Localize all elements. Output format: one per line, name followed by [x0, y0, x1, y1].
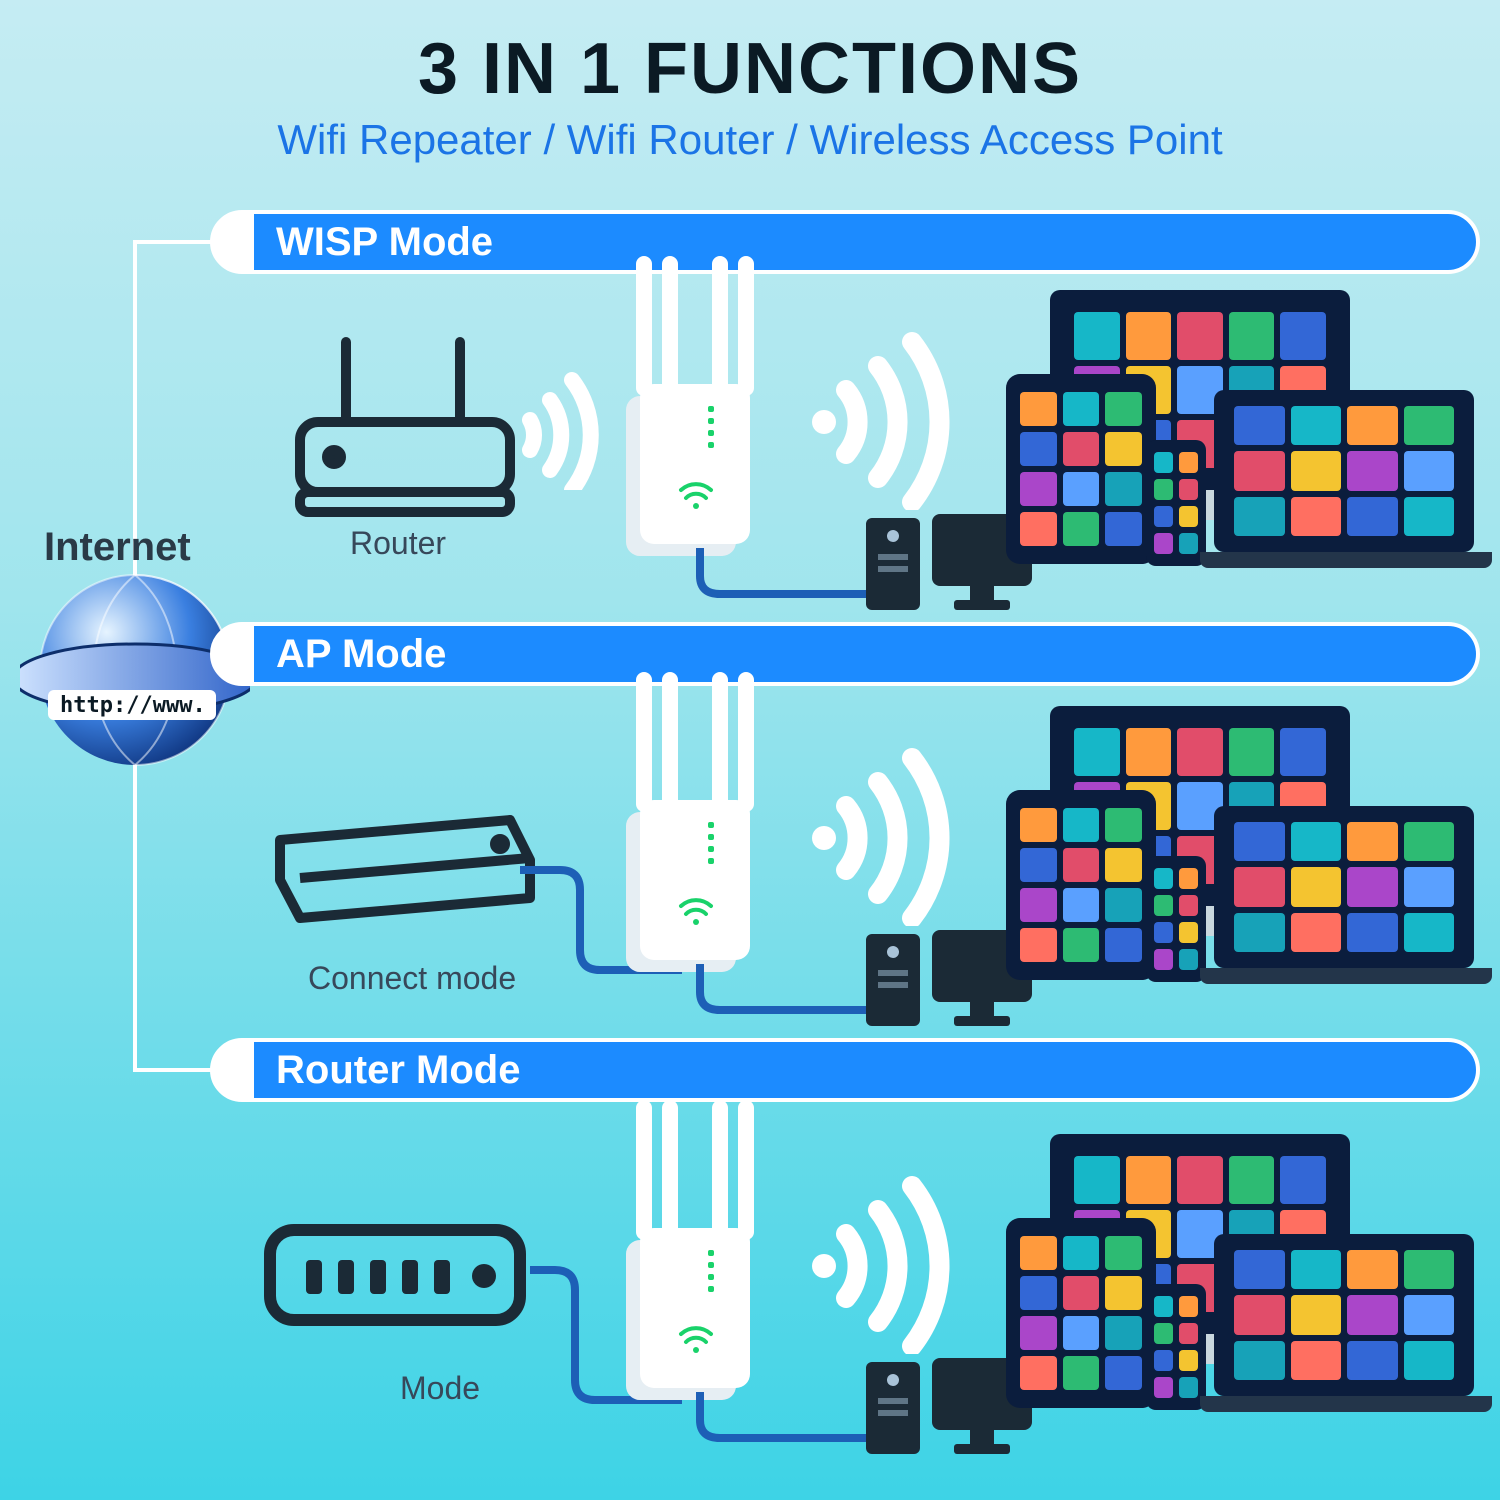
page-title: 3 IN 1 FUNCTIONS: [0, 0, 1500, 110]
wifi-icon: [800, 746, 970, 926]
device-cluster: [1010, 1134, 1490, 1434]
extender-icon: [580, 274, 790, 574]
mode-pill-wisp: WISP Mode: [210, 210, 1480, 274]
connect-mode-label: Connect mode: [308, 960, 516, 997]
mode-pill-router: Router Mode: [210, 1038, 1480, 1102]
mode-pill-label: Router Mode: [276, 1048, 520, 1093]
extender-icon: [580, 690, 790, 990]
dsl-modem-icon: [260, 1210, 540, 1345]
mode-pill-ap: AP Mode: [210, 622, 1480, 686]
wifi-icon: [800, 330, 970, 510]
mode-pill-label: AP Mode: [276, 632, 446, 677]
modem-icon: [250, 800, 550, 945]
wifi-icon: [800, 1174, 970, 1354]
mode-pill-label: WISP Mode: [276, 220, 493, 265]
device-cluster: [1010, 290, 1490, 590]
globe-icon: http://www.: [20, 560, 250, 790]
page-subtitle: Wifi Repeater / Wifi Router / Wireless A…: [0, 116, 1500, 164]
globe-banner-text: http://www.: [60, 693, 206, 718]
router-icon: [280, 330, 540, 545]
mode-label: Mode: [400, 1370, 480, 1407]
device-cluster: [1010, 706, 1490, 1006]
router-label: Router: [350, 525, 446, 562]
extender-icon: [580, 1118, 790, 1418]
